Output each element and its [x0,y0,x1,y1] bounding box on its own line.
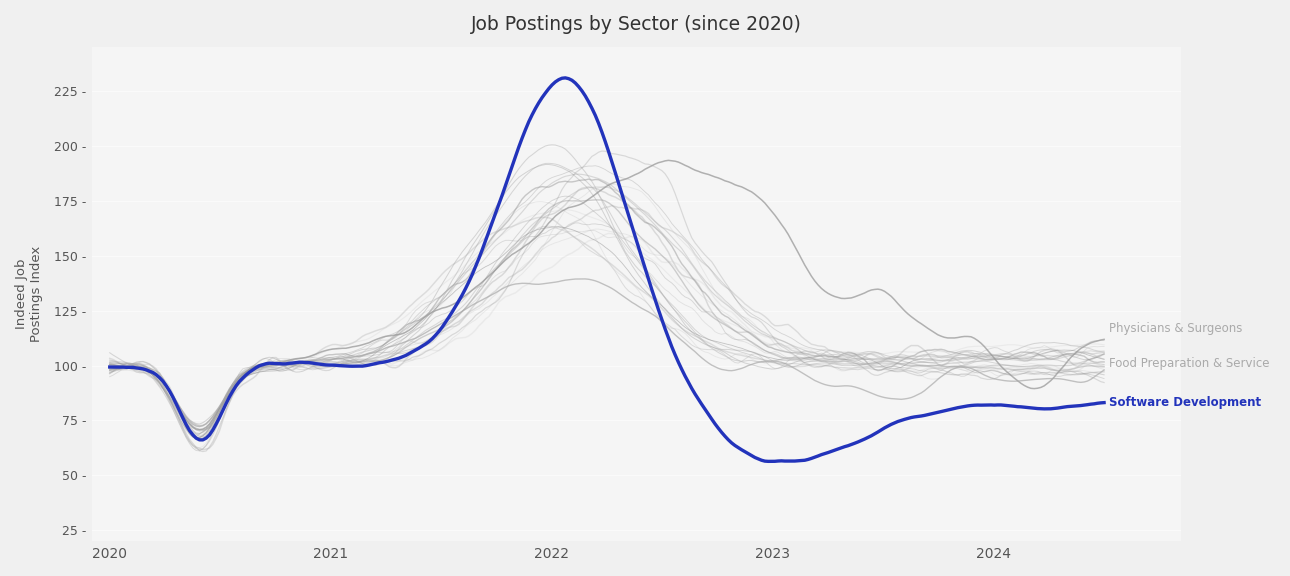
Text: Food Preparation & Service: Food Preparation & Service [1108,357,1269,370]
Y-axis label: Indeed Job
Postings Index: Indeed Job Postings Index [15,246,43,342]
Title: Job Postings by Sector (since 2020): Job Postings by Sector (since 2020) [471,15,802,34]
Text: Software Development: Software Development [1108,396,1260,409]
Text: Physicians & Surgeons: Physicians & Surgeons [1108,322,1242,335]
